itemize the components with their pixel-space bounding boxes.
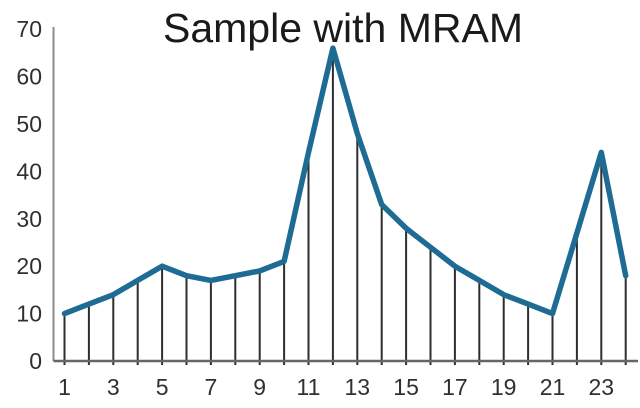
x-tick-label-5: 5 (156, 374, 169, 400)
y-tick-label-0: 0 (29, 348, 42, 374)
data-series-line (61, 45, 629, 317)
x-tick-label-19: 19 (491, 374, 517, 400)
x-tick-label-7: 7 (205, 374, 218, 400)
y-tick-label-40: 40 (16, 158, 42, 184)
chart-title: Sample with MRAM (163, 5, 523, 51)
x-tick-label-17: 17 (442, 374, 468, 400)
x-tick-label-15: 15 (393, 374, 419, 400)
y-tick-label-30: 30 (16, 206, 42, 232)
y-tick-label-60: 60 (16, 64, 42, 90)
x-tick-label-13: 13 (345, 374, 371, 400)
x-tick-label-11: 11 (297, 374, 321, 400)
y-tick-label-50: 50 (16, 111, 42, 137)
y-tick-label-10: 10 (16, 301, 42, 327)
y-tick-label-70: 70 (16, 16, 42, 42)
x-tick-label-3: 3 (107, 374, 120, 400)
x-tick-label-9: 9 (253, 374, 266, 400)
x-tick-label-1: 1 (58, 374, 71, 400)
x-tick-label-23: 23 (589, 374, 615, 400)
y-tick-label-20: 20 (16, 253, 42, 279)
x-tick-label-21: 21 (540, 374, 566, 400)
